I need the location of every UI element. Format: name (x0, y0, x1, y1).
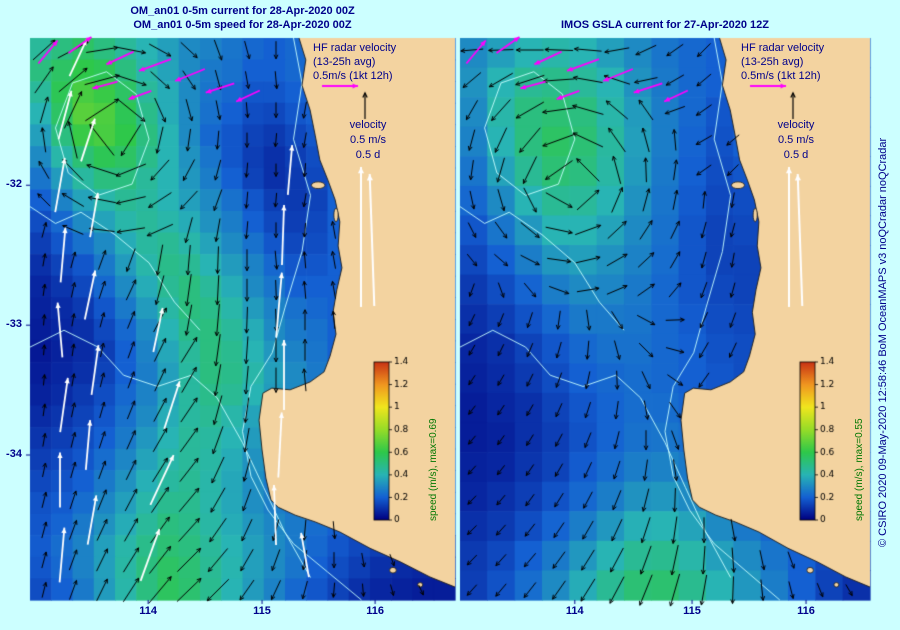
velocity-legend-right: velocity 0.5 m/s 0.5 d (764, 118, 828, 163)
velocity-legend-speed: 0.5 m/s (777, 134, 815, 146)
hf-radar-legend-line2: (13-25h avg) (313, 56, 376, 68)
y-tick-label: -34 (6, 448, 22, 460)
credit-text: © CSIRO 2020 09-May-2020 12:58:46 BoM Oc… (877, 137, 889, 547)
left-panel-title-line2: OM_an01 0-5m speed for 28-Apr-2020 00Z (133, 19, 352, 31)
x-tick-label: 115 (253, 605, 271, 617)
x-tick-label: 116 (366, 605, 384, 617)
velocity-legend-days: 0.5 d (355, 149, 381, 161)
velocity-legend-speed: 0.5 m/s (349, 134, 387, 146)
velocity-legend-title: velocity (777, 119, 815, 131)
right-panel-title: IMOS GSLA current for 27-Apr-2020 12Z (560, 19, 770, 31)
hf-radar-legend-left: HF radar velocity (13-25h avg) 0.5m/s (1… (313, 41, 396, 83)
velocity-legend-days: 0.5 d (783, 149, 809, 161)
x-tick-label: 116 (797, 605, 815, 617)
hf-radar-legend-line2: (13-25h avg) (741, 56, 804, 68)
x-tick-label: 114 (139, 605, 158, 617)
hf-radar-legend-line1: HF radar velocity (741, 42, 825, 54)
velocity-legend-left: velocity 0.5 m/s 0.5 d (336, 118, 400, 163)
colorbar-label-right: speed (m/s), max=0.55 (854, 418, 865, 521)
y-tick-label: -33 (6, 318, 22, 331)
velocity-legend-title: velocity (349, 119, 387, 131)
x-tick-label: 114 (565, 605, 584, 617)
hf-radar-legend-line3: 0.5m/s (1kt 12h) (741, 70, 821, 82)
hf-radar-legend-right: HF radar velocity (13-25h avg) 0.5m/s (1… (741, 41, 824, 83)
hf-radar-legend-line3: 0.5m/s (1kt 12h) (313, 70, 393, 82)
colorbar-label-left: speed (m/s), max=0.69 (428, 418, 439, 521)
left-panel-title-line1: OM_an01 0-5m current for 28-Apr-2020 00Z (130, 5, 355, 17)
hf-radar-legend-line1: HF radar velocity (313, 42, 397, 54)
x-tick-label: 115 (683, 605, 701, 617)
y-tick-label: -32 (6, 178, 22, 191)
